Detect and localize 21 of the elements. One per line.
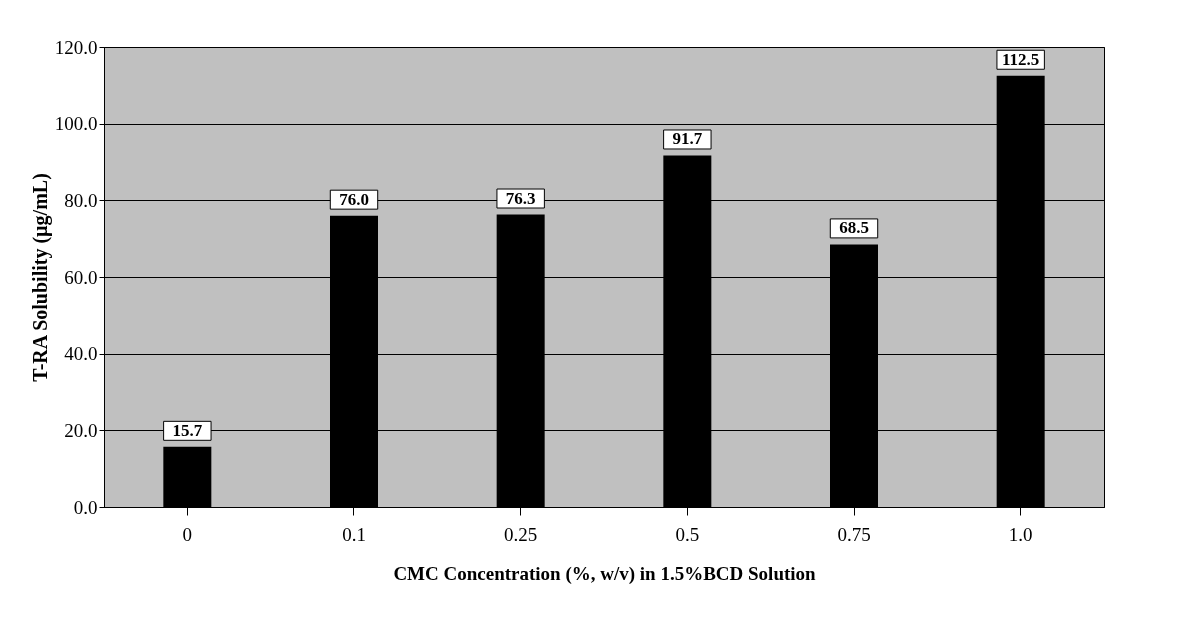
data-label: 91.7 [672, 129, 703, 149]
y-tick-label: 100.0 [54, 113, 98, 135]
y-tick-label: 20.0 [64, 419, 98, 441]
x-tick-label: 1.0 [1008, 523, 1033, 545]
data-label: 15.7 [172, 420, 203, 440]
data-label: 76.3 [505, 188, 536, 208]
x-tick-label: 0 [182, 523, 193, 545]
y-axis-title: T-RA Solubility (µg/mL) [28, 173, 52, 382]
data-label: 68.5 [839, 218, 869, 238]
y-tick-label: 120.0 [54, 36, 98, 58]
x-tick-label: 0.25 [504, 523, 538, 545]
y-tick-label: 0.0 [73, 496, 98, 518]
x-axis-title: CMC Concentration (%, w/v) in 1.5%BCD Solution [393, 562, 817, 585]
x-tick-label: 0.1 [342, 523, 366, 545]
data-label: 76.0 [339, 189, 369, 209]
y-tick-label: 80.0 [64, 189, 98, 211]
y-tick-label: 60.0 [64, 266, 98, 288]
y-tick-label: 40.0 [64, 343, 98, 365]
x-tick-label: 0.5 [675, 523, 700, 545]
data-label: 112.5 [1002, 49, 1040, 69]
x-tick-label: 0.75 [837, 523, 871, 545]
